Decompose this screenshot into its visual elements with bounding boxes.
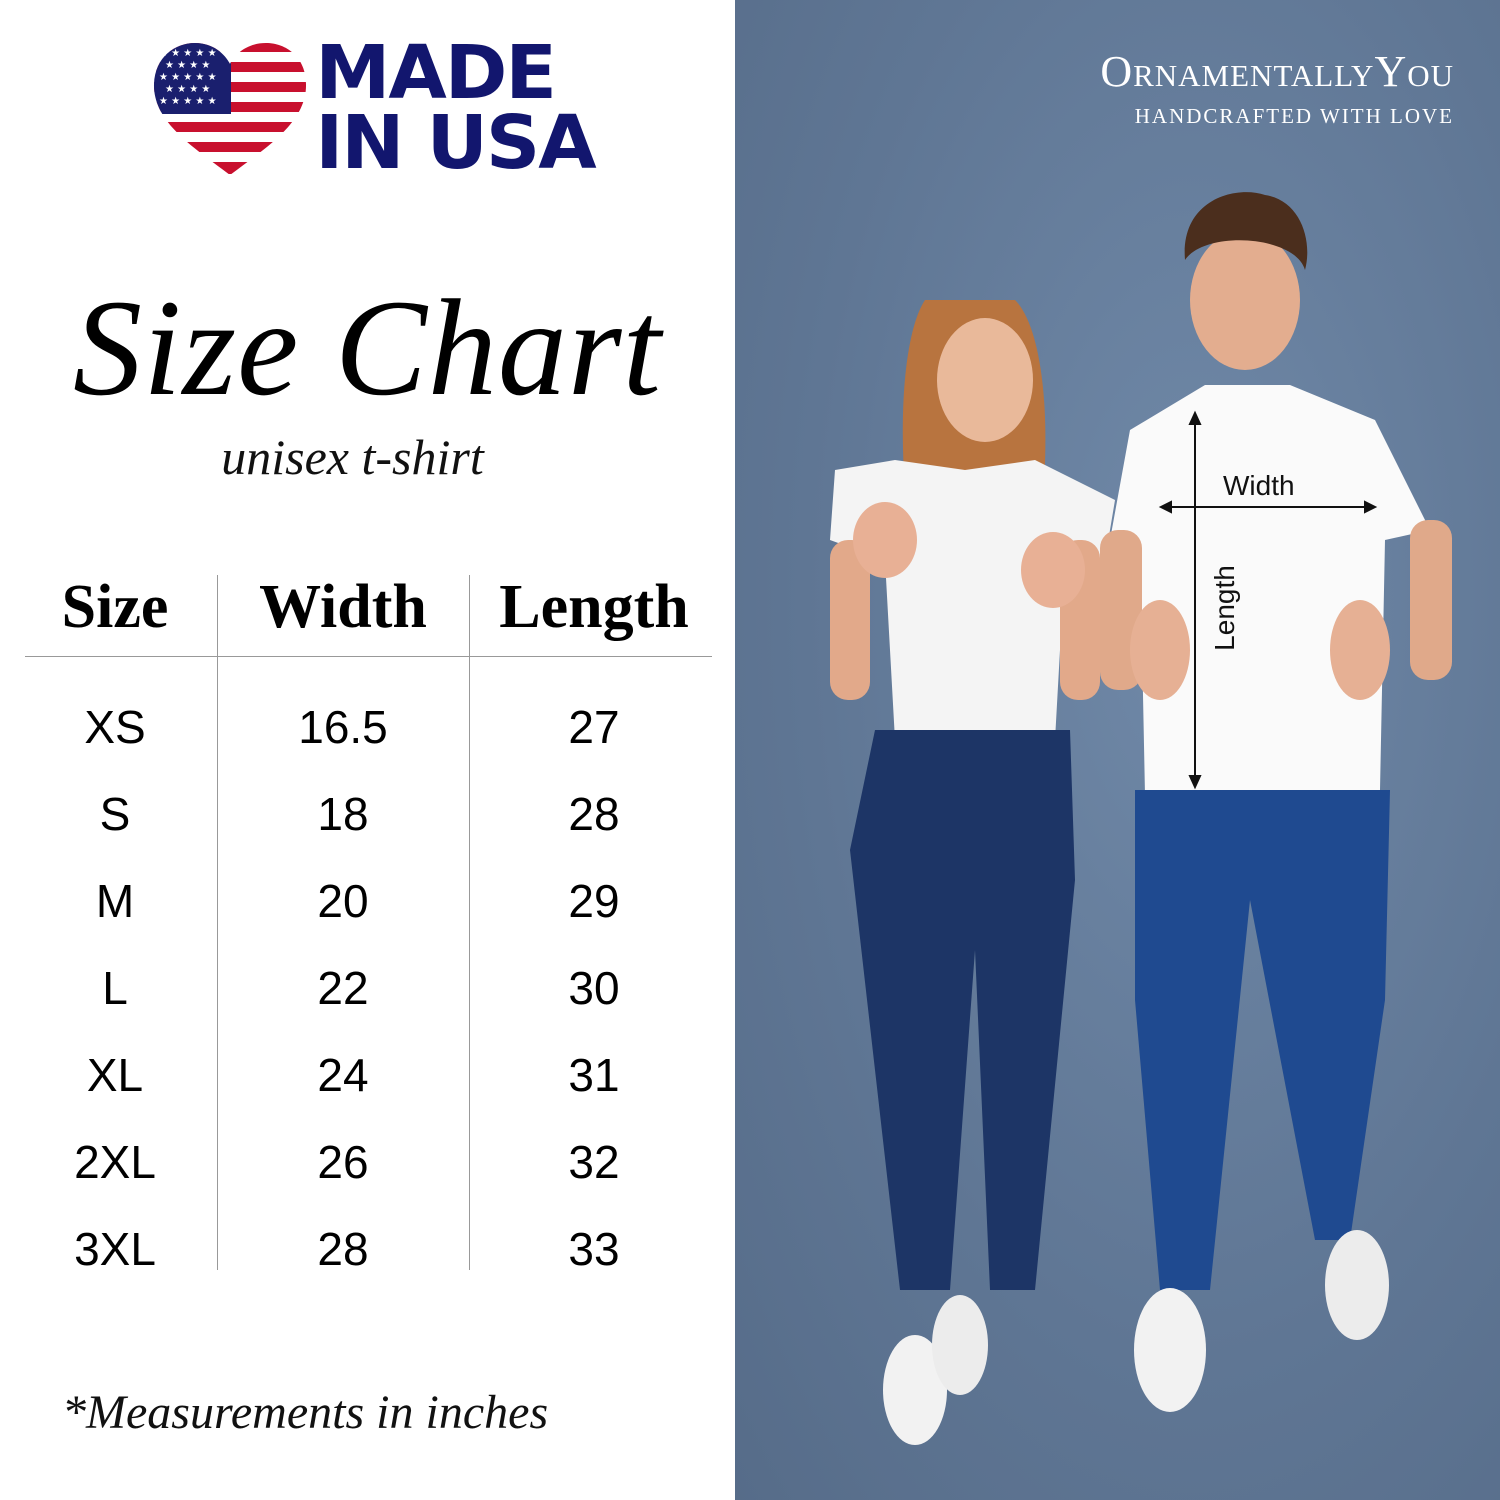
length-cell: 30 xyxy=(568,962,620,1014)
width-cell: 16.5 xyxy=(298,701,388,753)
size-cell: S xyxy=(99,788,131,840)
measurement-arrows xyxy=(1158,410,1378,790)
header-width: Width xyxy=(259,573,427,641)
brand-name: OrnamentallyYou xyxy=(1100,47,1454,96)
length-cell: 32 xyxy=(568,1136,620,1188)
logo-line1: MADE xyxy=(315,30,557,116)
size-cell: 2XL xyxy=(74,1136,156,1188)
page-subtitle: unisex t-shirt xyxy=(221,429,484,485)
measurement-note: *Measurements in inches xyxy=(62,1386,549,1439)
size-cell: XL xyxy=(86,1049,144,1101)
length-cell: 29 xyxy=(568,875,620,927)
size-cell: XS xyxy=(84,701,146,753)
svg-text:★ ★ ★ ★: ★ ★ ★ ★ xyxy=(165,84,210,95)
width-cell: 20 xyxy=(317,875,369,927)
svg-text:★ ★ ★ ★ ★: ★ ★ ★ ★ ★ xyxy=(159,48,217,59)
model-photo: Width Length OrnamentallyYou HANDCRAFTED… xyxy=(735,0,1500,1500)
width-cell: 22 xyxy=(317,962,369,1014)
length-cell: 31 xyxy=(568,1049,620,1101)
column-divider xyxy=(469,575,470,1270)
width-annotation: Width xyxy=(1223,470,1295,501)
size-cell: M xyxy=(95,875,135,927)
made-in-usa-logo: MADE IN USA xyxy=(315,30,596,186)
length-annotation: Length xyxy=(1209,565,1240,651)
header-divider xyxy=(25,656,712,657)
heart-flag-icon: ★ ★ ★ ★ ★★ ★ ★ ★★ ★ ★ ★ ★★ ★ ★ ★★ ★ ★ ★ … xyxy=(153,43,307,175)
models-illustration xyxy=(830,192,1452,1445)
svg-text:★ ★ ★ ★: ★ ★ ★ ★ xyxy=(165,60,210,71)
header-size: Size xyxy=(61,573,169,641)
logo-line2: IN USA xyxy=(315,100,596,186)
page-title: Size Chart xyxy=(73,271,662,424)
width-cell: 18 xyxy=(317,788,369,840)
length-cell: 27 xyxy=(568,701,620,753)
svg-text:★ ★ ★ ★ ★: ★ ★ ★ ★ ★ xyxy=(159,72,217,83)
length-cell: 33 xyxy=(568,1223,620,1275)
width-cell: 24 xyxy=(317,1049,369,1101)
brand-tagline: HANDCRAFTED WITH LOVE xyxy=(1134,104,1454,128)
svg-text:★ ★ ★ ★ ★: ★ ★ ★ ★ ★ xyxy=(159,96,217,107)
width-cell: 28 xyxy=(317,1223,369,1275)
size-cell: L xyxy=(102,962,128,1014)
width-cell: 26 xyxy=(317,1136,369,1188)
size-cell: 3XL xyxy=(74,1223,156,1275)
header-length: Length xyxy=(499,573,689,641)
size-chart-panel: ★ ★ ★ ★ ★ ★ ★ ★ ★ ★ ★ ★ ★ ★ ★ ★ ★ ★ ★ ★ ★ ★ … xyxy=(0,0,735,1500)
length-cell: 28 xyxy=(568,788,620,840)
column-divider xyxy=(217,575,218,1270)
